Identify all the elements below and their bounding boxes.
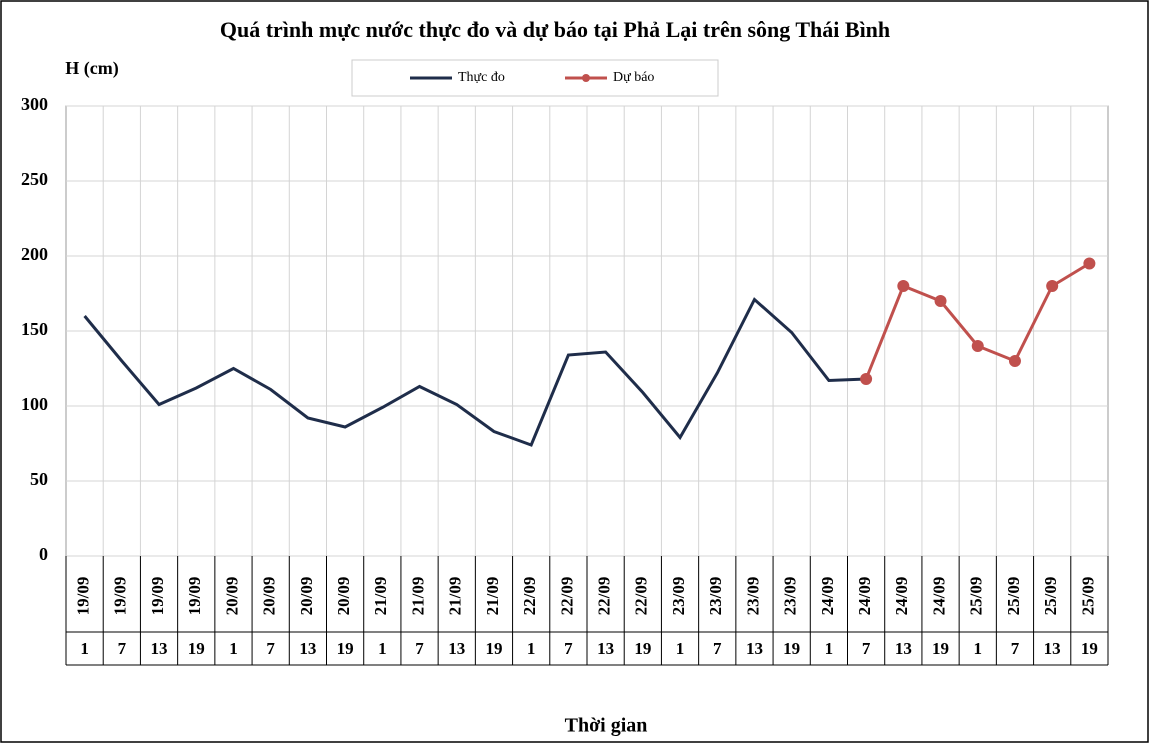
- x-tick-label: 25/09: [967, 577, 986, 616]
- x-tick-label: 20/09: [297, 577, 316, 616]
- y-tick-label: 100: [21, 394, 48, 414]
- x-tick-hour: 13: [448, 639, 465, 658]
- x-tick-label: 20/09: [260, 577, 279, 616]
- x-tick-hour: 1: [378, 639, 387, 658]
- legend-box: [351, 59, 719, 97]
- x-tick-label: 21/09: [371, 577, 390, 616]
- x-tick-label: 25/09: [1041, 577, 1060, 616]
- x-tick-hour: 13: [151, 639, 168, 658]
- x-tick-label: 22/09: [557, 577, 576, 616]
- x-tick-hour: 13: [746, 639, 763, 658]
- x-tick-hour: 1: [974, 639, 983, 658]
- x-tick-hour: 7: [713, 639, 722, 658]
- point: [1083, 257, 1096, 270]
- y-tick-label: 200: [21, 244, 48, 264]
- x-tick-label: 21/09: [408, 577, 427, 616]
- x-tick-hour: 7: [564, 639, 573, 658]
- y-tick-label: 250: [21, 169, 48, 189]
- x-tick-label: 19/09: [111, 577, 130, 616]
- x-tick-label: 25/09: [1004, 577, 1023, 616]
- x-tick-label: 22/09: [632, 577, 651, 616]
- legend-marker: [582, 74, 590, 82]
- x-axis-label: Thời gian: [565, 715, 648, 737]
- point: [1046, 280, 1059, 292]
- y-tick-label: 0: [39, 544, 48, 564]
- x-tick-hour: 7: [266, 639, 275, 658]
- x-tick-hour: 19: [783, 639, 800, 658]
- x-tick-hour: 1: [527, 639, 536, 658]
- y-axis-label: H (cm): [65, 58, 118, 79]
- x-tick-hour: 13: [299, 639, 316, 658]
- point: [934, 295, 947, 307]
- x-tick-hour: 19: [337, 639, 354, 658]
- x-tick-hour: 7: [415, 639, 424, 658]
- x-tick-label: 24/09: [818, 577, 837, 616]
- x-tick-hour: 19: [932, 639, 949, 658]
- x-tick-label: 23/09: [706, 577, 725, 616]
- x-tick-label: 19/09: [148, 577, 167, 616]
- chart-title: Quá trình mực nước thực đo và dự báo tại…: [220, 17, 890, 42]
- x-tick-hour: 19: [1081, 639, 1098, 658]
- x-tick-hour: 19: [188, 639, 205, 658]
- x-tick-label: 22/09: [595, 577, 614, 616]
- x-tick-hour: 13: [895, 639, 912, 658]
- x-tick-hour: 13: [597, 639, 614, 658]
- x-tick-label: 25/09: [1078, 577, 1097, 616]
- series-line: [864, 262, 1091, 380]
- x-tick-label: 20/09: [334, 577, 353, 616]
- x-tick-label: 22/09: [520, 577, 539, 616]
- x-tick-hour: 1: [825, 639, 834, 658]
- y-tick-label: 300: [21, 94, 48, 114]
- x-tick-label: 23/09: [781, 577, 800, 616]
- legend-label: Thực đo: [458, 70, 505, 85]
- x-tick-hour: 7: [118, 639, 127, 658]
- x-tick-label: 20/09: [222, 577, 241, 616]
- y-tick-label: 150: [21, 319, 48, 339]
- x-tick-hour: 7: [862, 639, 871, 658]
- point: [971, 340, 984, 352]
- x-tick-hour: 1: [676, 639, 685, 658]
- x-tick-label: 21/09: [446, 577, 465, 616]
- x-tick-label: 24/09: [892, 577, 911, 616]
- x-tick-label: 21/09: [483, 577, 502, 616]
- x-tick-hour: 1: [229, 639, 238, 658]
- x-tick-hour: 19: [634, 639, 651, 658]
- x-tick-hour: 13: [1044, 639, 1061, 658]
- x-tick-label: 19/09: [185, 577, 204, 616]
- point: [1008, 355, 1021, 367]
- series-line: [83, 297, 867, 447]
- x-tick-label: 23/09: [743, 577, 762, 616]
- legend-label: Dự báo: [613, 70, 654, 85]
- x-tick-label: 24/09: [855, 577, 874, 616]
- x-tick-hour: 19: [485, 639, 502, 658]
- x-tick-hour: 7: [1011, 639, 1020, 658]
- x-tick-label: 23/09: [669, 577, 688, 616]
- y-tick-label: 50: [30, 469, 48, 489]
- x-tick-label: 19/09: [74, 577, 93, 616]
- x-tick-hour: 1: [80, 639, 89, 658]
- point: [897, 280, 910, 292]
- point: [860, 373, 873, 385]
- x-tick-label: 24/09: [929, 577, 948, 616]
